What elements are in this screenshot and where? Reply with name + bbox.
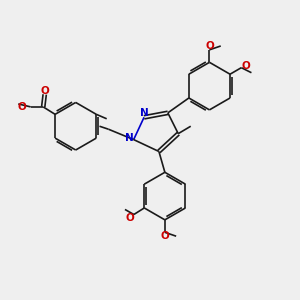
Text: N: N [125,134,134,143]
Text: O: O [18,102,27,112]
Text: N: N [140,108,149,118]
Text: O: O [125,213,134,223]
Text: O: O [205,41,214,51]
Text: O: O [241,61,250,71]
Text: O: O [40,85,49,96]
Text: O: O [160,231,169,241]
